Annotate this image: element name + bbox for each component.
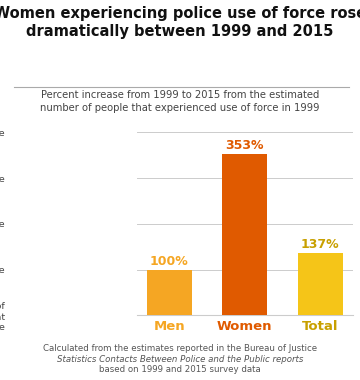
Text: 100%: 100%: [150, 255, 189, 268]
Text: 137%: 137%: [301, 238, 339, 251]
Text: based on 1999 and 2015 survey data: based on 1999 and 2015 survey data: [99, 365, 261, 374]
Text: 353%: 353%: [226, 139, 264, 152]
Text: Statistics Contacts Between Police and the Public reports: Statistics Contacts Between Police and t…: [57, 355, 303, 364]
Text: Percent increase from 1999 to 2015 from the estimated
number of people that expe: Percent increase from 1999 to 2015 from …: [40, 90, 320, 113]
Bar: [222, 154, 267, 315]
Bar: [298, 253, 343, 315]
Text: Calculated from the estimates reported in the Bureau of Justice: Calculated from the estimates reported i…: [43, 344, 317, 353]
Bar: [147, 270, 192, 315]
Text: Women experiencing police use of force rose
dramatically between 1999 and 2015: Women experiencing police use of force r…: [0, 6, 360, 39]
